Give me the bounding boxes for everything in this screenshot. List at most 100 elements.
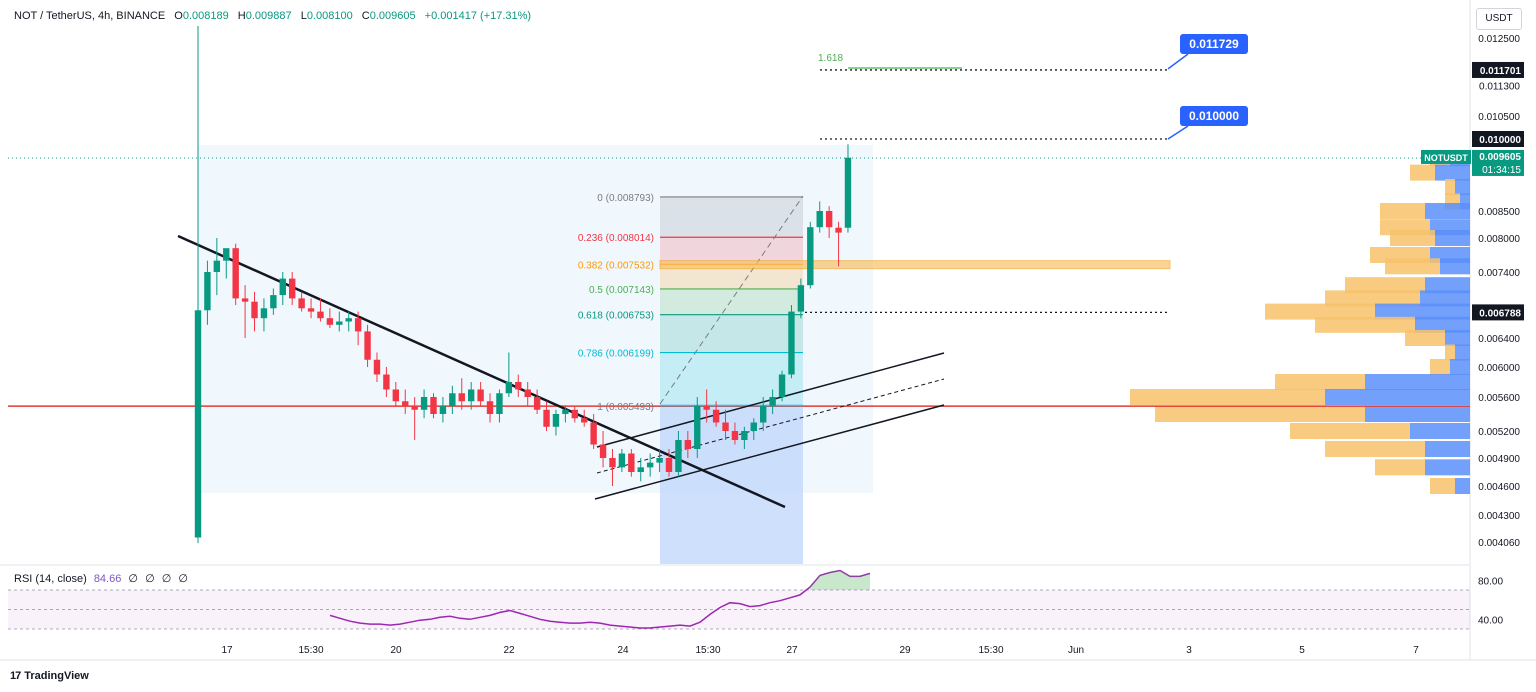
symbol-label-box [1421, 149, 1471, 164]
candle-body [778, 374, 786, 397]
candle-body [788, 311, 795, 375]
volume-profile-down-bar [1445, 330, 1470, 346]
volume-profile-up-bar [1380, 203, 1425, 219]
symbol-title: NOT / TetherUS, 4h, BINANCE [14, 10, 166, 22]
open-label: O [174, 10, 183, 22]
time-axis-tick: 15:30 [298, 645, 323, 656]
candle-body [844, 157, 852, 228]
high-value: 0.009887 [245, 10, 292, 22]
candle-body [769, 397, 776, 406]
candle-body [675, 440, 682, 472]
volume-profile-up-bar [1325, 441, 1425, 457]
candle-body [326, 318, 334, 325]
candle-body [317, 311, 324, 319]
candle-body [760, 405, 767, 423]
candle-body [741, 431, 748, 440]
candle-body [533, 397, 541, 410]
candle-body [289, 278, 296, 299]
candle-body [223, 248, 230, 261]
price-axis-tick: 0.005200 [1478, 427, 1520, 438]
close-label: C [361, 10, 370, 22]
fib-zone [660, 237, 803, 265]
volume-profile-up-bar [1405, 330, 1445, 346]
time-axis-tick: 29 [899, 645, 911, 656]
candle-body [260, 308, 268, 319]
fib-level-label: 0.382 (0.007532) [578, 261, 654, 272]
candle-body [402, 401, 409, 406]
candle-body [590, 422, 597, 445]
fib-level-label: 0.618 (0.006753) [578, 311, 654, 322]
candle-body [392, 389, 400, 402]
volume-profile-up-bar [1265, 303, 1375, 320]
channel-mid-line [596, 378, 945, 474]
volume-profile-up-bar [1430, 359, 1450, 375]
open-value: 0.008189 [182, 10, 229, 22]
candle-body [194, 310, 202, 538]
volume-profile-down-bar [1455, 179, 1470, 195]
candle-body [562, 409, 569, 414]
volume-profile-up-bar [1315, 316, 1415, 333]
volume-profile-up-bar [1290, 423, 1410, 439]
candle-body [279, 278, 286, 296]
candle-body [571, 409, 578, 419]
low-value: 0.008100 [306, 10, 353, 22]
price-axis-tick: 0.004060 [1478, 538, 1520, 549]
volume-profile-up-bar [1155, 406, 1365, 422]
fib-zone [660, 196, 803, 238]
candle-body [797, 285, 805, 312]
high-label: H [237, 10, 246, 22]
low-label: L [300, 10, 307, 22]
candle-body [618, 453, 626, 468]
symbol-header: NOT / TetherUS, 4h, BINANCE O0.008189 H0… [14, 10, 531, 22]
volume-profile-down-bar [1420, 290, 1470, 307]
brand-name: TradingView [24, 670, 89, 682]
volume-profile-down-bar [1365, 374, 1470, 390]
price-axis-tick: 0.004600 [1478, 482, 1520, 493]
candle-body [345, 318, 352, 322]
candle-body [430, 397, 437, 414]
time-axis-tick: 15:30 [978, 645, 1003, 656]
candle-body [581, 418, 588, 423]
candle-body [750, 422, 757, 431]
volume-profile-up-bar [1430, 478, 1455, 494]
candle-body [232, 248, 239, 299]
rsi-line [329, 569, 871, 629]
candle-body [656, 458, 663, 463]
change-value: +0.001417 (+17.31%) [424, 10, 532, 22]
candle-body [543, 409, 550, 427]
rsi-extra: ∅ [128, 573, 138, 585]
close-value: 0.009605 [369, 10, 416, 22]
candle-body [251, 301, 258, 319]
price-axis-tick: 0.006000 [1478, 363, 1520, 374]
time-axis-tick: 3 [1186, 645, 1192, 656]
currency-button[interactable]: USDT [1476, 8, 1522, 30]
volume-profile-up-bar [1385, 258, 1440, 275]
volume-profile-up-bar [1325, 290, 1420, 307]
volume-profile-down-bar [1415, 316, 1470, 333]
candle-body [439, 405, 447, 414]
rsi-extra: ∅ [145, 573, 155, 585]
fib-level-label: 1 (0.005493) [597, 402, 654, 413]
rsi-axis-tick: 80.00 [1478, 576, 1503, 587]
current-price-text: 0.009605 [1479, 152, 1521, 163]
price-axis-tick: 0.006400 [1478, 334, 1520, 345]
volume-profile-down-bar [1455, 478, 1470, 494]
time-axis-tick: 5 [1299, 645, 1305, 656]
volume-profile-down-bar [1435, 230, 1470, 246]
candle-body [703, 405, 710, 410]
callout-box [1180, 106, 1248, 126]
fib-trend-line [659, 195, 804, 405]
tradingview-logo-icon: 17 [10, 670, 21, 682]
price-axis-tick: 0.008000 [1478, 234, 1520, 245]
fib-extension-label: 1.618 [818, 53, 843, 64]
candle-body [825, 211, 833, 228]
candle-body [637, 467, 644, 472]
fib-orange-band [659, 260, 1171, 270]
fib-zone [660, 314, 803, 353]
volume-profile-up-bar [1130, 389, 1325, 405]
volume-profile-down-bar [1455, 344, 1470, 361]
volume-profile-down-bar [1425, 459, 1470, 476]
volume-profile-down-bar [1425, 203, 1470, 219]
callout-pointer [1167, 53, 1189, 70]
